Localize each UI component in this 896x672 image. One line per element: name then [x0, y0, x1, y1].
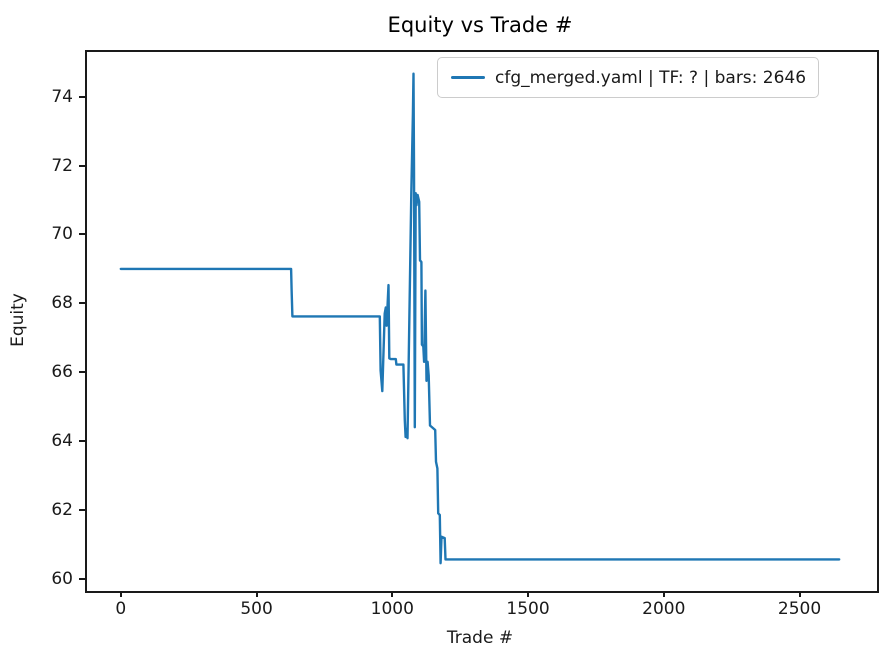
legend-line-swatch: [451, 76, 485, 79]
y-tick-mark: [79, 302, 85, 305]
y-tick-label: 62: [51, 499, 73, 520]
y-tick-label: 60: [51, 568, 73, 589]
y-tick-label: 72: [51, 155, 73, 176]
x-tick-mark: [391, 591, 394, 597]
y-tick-mark: [79, 508, 85, 511]
x-tick-mark: [527, 591, 530, 597]
y-axis-label: Equity: [8, 293, 28, 347]
y-tick-mark: [79, 439, 85, 442]
x-tick-label: 1500: [506, 599, 550, 619]
equity-line-series: [119, 72, 841, 565]
x-tick-mark: [662, 591, 665, 597]
y-tick-mark: [79, 233, 85, 236]
y-tick-label: 74: [51, 86, 73, 107]
x-tick-label: 1000: [370, 599, 414, 619]
chart-title: Equity vs Trade #: [387, 13, 573, 37]
x-tick-label: 2500: [777, 599, 822, 619]
x-tick-mark: [255, 591, 258, 597]
legend-label: cfg_merged.yaml | TF: ? | bars: 2646: [495, 67, 807, 88]
plot-area: [85, 50, 879, 593]
x-tick-label: 2000: [642, 599, 686, 619]
x-axis-label: Trade #: [446, 628, 514, 648]
x-tick-label: 0: [115, 599, 127, 619]
y-tick-mark: [79, 95, 85, 98]
y-tick-mark: [79, 164, 85, 167]
x-tick-mark: [119, 591, 122, 597]
y-tick-mark: [79, 371, 85, 374]
x-tick-mark: [798, 591, 801, 597]
x-tick-label: 500: [240, 599, 273, 619]
y-tick-label: 68: [51, 293, 73, 314]
y-tick-label: 66: [51, 362, 73, 383]
y-tick-label: 64: [51, 430, 73, 451]
y-tick-mark: [79, 577, 85, 580]
y-tick-label: 70: [51, 224, 73, 245]
legend: cfg_merged.yaml | TF: ? | bars: 2646: [437, 57, 820, 98]
